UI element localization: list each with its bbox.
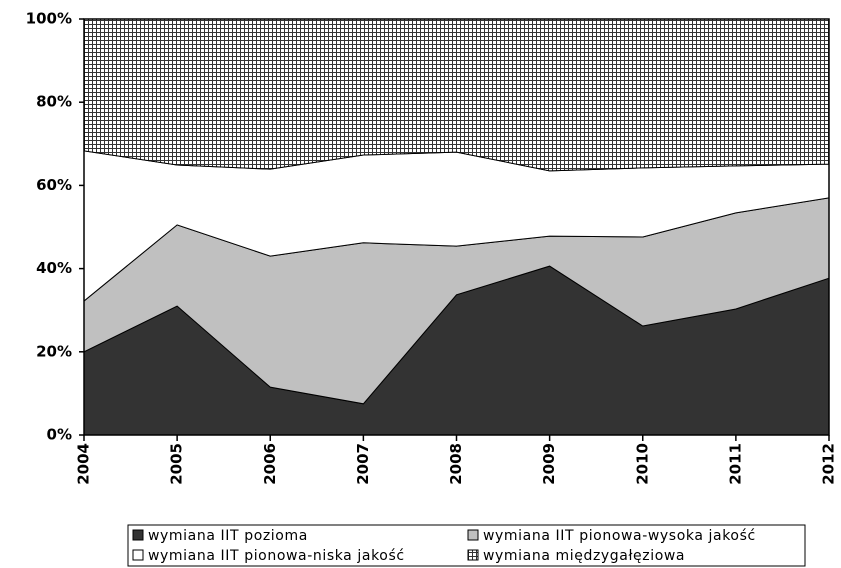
legend-label: wymiana IIT pionowa-wysoka jakość <box>483 528 756 544</box>
x-tick-label: 2005 <box>168 443 186 485</box>
legend-swatch <box>467 529 479 541</box>
x-tick-label: 2008 <box>447 443 465 485</box>
legend-label: wymiana międzygałęziowa <box>483 548 685 564</box>
y-tick-label: 40% <box>36 259 72 277</box>
y-tick-label: 60% <box>36 176 72 194</box>
y-tick-label: 0% <box>47 426 72 444</box>
y-tick-label: 100% <box>26 10 72 28</box>
legend-swatch <box>132 529 144 541</box>
x-tick-label: 2006 <box>261 443 279 485</box>
y-tick-label: 80% <box>36 93 72 111</box>
x-tick-label: 2007 <box>354 443 372 485</box>
x-tick-label: 2010 <box>633 443 651 485</box>
area <box>83 18 830 172</box>
legend-swatch <box>467 549 479 561</box>
legend-box <box>127 524 806 567</box>
legend-swatch <box>132 549 144 561</box>
x-tick-label: 2011 <box>726 443 744 485</box>
x-tick-label: 2009 <box>540 443 558 485</box>
legend-label: wymiana IIT pozioma <box>148 528 308 544</box>
legend-label: wymiana IIT pionowa-niska jakość <box>148 548 405 564</box>
x-tick-label: 2004 <box>75 443 93 485</box>
x-tick-label: 2012 <box>820 443 838 485</box>
y-tick-label: 20% <box>36 342 72 360</box>
